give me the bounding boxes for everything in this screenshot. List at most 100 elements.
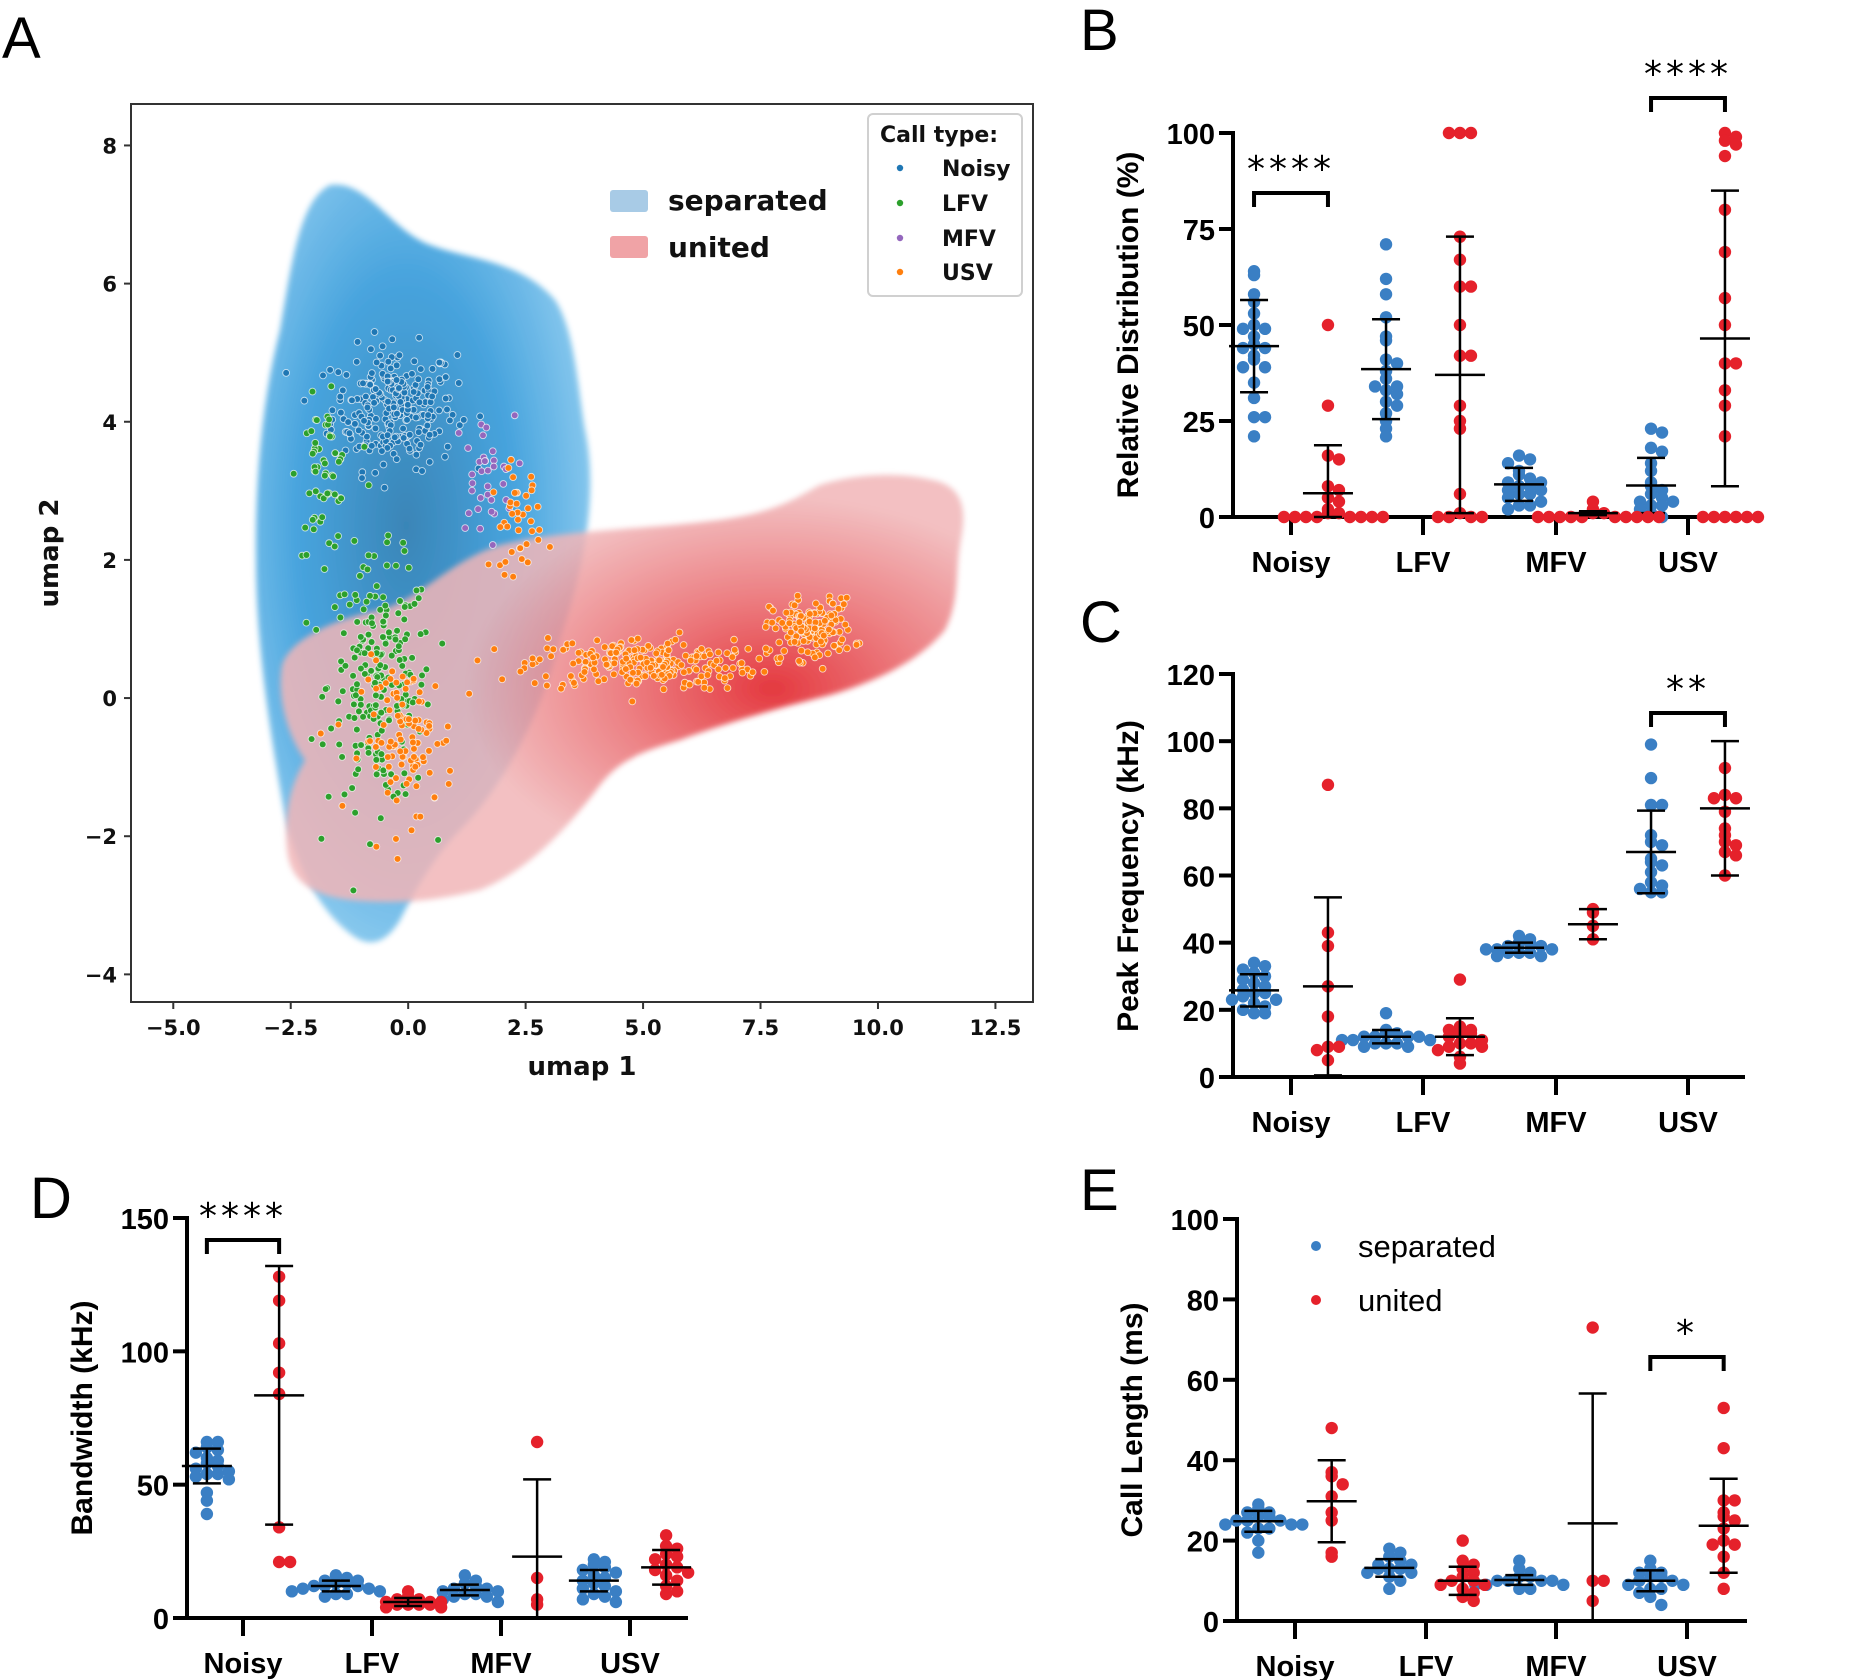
- y-tick-label: 40: [1183, 929, 1215, 961]
- scatter-point-lfv: [321, 685, 330, 693]
- scatter-point-noisy: [363, 432, 371, 441]
- scatter-point-lfv: [354, 765, 363, 774]
- scatter-point-lfv: [417, 680, 426, 689]
- y-axis-label: Call Length (ms): [1116, 1302, 1149, 1537]
- data-point-united: [1453, 126, 1467, 140]
- scatter-point-usv: [484, 560, 493, 569]
- data-point-united: [1442, 126, 1456, 140]
- scatter-point-lfv: [320, 565, 329, 573]
- scatter-point-lfv: [321, 471, 329, 480]
- scatter-point-noisy: [363, 403, 372, 412]
- y-tick-label: 0: [102, 687, 117, 711]
- scatter-point-mfv: [468, 479, 477, 488]
- scatter-point-mfv: [464, 444, 472, 452]
- scatter-point-usv: [762, 644, 770, 653]
- scatter-point-lfv: [383, 561, 391, 570]
- scatter-point-usv: [527, 472, 536, 481]
- scatter-point-usv: [659, 663, 667, 671]
- data-point-separated: [1236, 990, 1250, 1003]
- scatter-point-lfv: [324, 792, 333, 801]
- data-point-united: [1376, 510, 1390, 524]
- scatter-point-lfv: [309, 525, 318, 534]
- scatter-point-noisy: [371, 468, 380, 477]
- scatter-point-lfv: [371, 701, 380, 709]
- scatter-point-usv: [795, 657, 803, 665]
- scatter-point-usv: [473, 656, 482, 665]
- scatter-point-noisy: [441, 373, 450, 381]
- scatter-point-usv: [446, 766, 454, 775]
- scatter-point-mfv: [499, 480, 508, 488]
- scatter-point-usv: [442, 736, 451, 745]
- data-point-united: [1336, 1478, 1349, 1491]
- scatter-point-lfv: [337, 494, 345, 503]
- y-tick-label: 0: [153, 1604, 169, 1636]
- data-point-separated: [1258, 959, 1272, 973]
- scatter-point-usv: [834, 604, 843, 613]
- scatter-point-usv: [569, 659, 578, 668]
- data-point-separated: [609, 1595, 623, 1609]
- scatter-point-noisy: [367, 345, 375, 353]
- scatter-point-usv: [675, 628, 684, 637]
- scatter-point-usv: [430, 793, 439, 802]
- data-point-united: [1619, 510, 1633, 524]
- scatter-point-usv: [549, 645, 558, 654]
- data-point-separated: [1357, 1040, 1371, 1053]
- data-point-united: [1325, 1550, 1338, 1563]
- scatter-point-mfv: [487, 496, 496, 504]
- significance-bracket: [1649, 711, 1727, 727]
- x-tick-label: USV: [600, 1648, 660, 1680]
- scatter-point-usv: [546, 543, 554, 551]
- x-tick-label: LFV: [1399, 1651, 1454, 1680]
- scatter-point-noisy: [399, 424, 407, 433]
- scatter-point-noisy: [405, 444, 414, 453]
- scatter-point-usv: [680, 668, 688, 677]
- scatter-point-noisy: [388, 335, 397, 344]
- scatter-point-usv: [663, 639, 672, 648]
- data-point-united: [423, 1598, 437, 1611]
- legend-marker-usv: [896, 268, 904, 276]
- x-axis-a: −5.0 −2.5 0.0 2.5 5.0 7.5 10.0 12.5: [146, 1002, 1021, 1040]
- scatter-point-usv: [419, 753, 427, 761]
- scatter-point-noisy: [435, 358, 444, 367]
- data-point-separated: [1247, 956, 1261, 970]
- data-point-united: [530, 1435, 544, 1449]
- scatter-point-usv: [594, 677, 603, 686]
- scatter-point-usv: [819, 631, 828, 640]
- scatter-point-usv: [600, 643, 609, 651]
- scatter-point-noisy: [435, 406, 443, 415]
- data-point-separated: [200, 1441, 214, 1454]
- data-point-separated: [1247, 268, 1261, 282]
- plot-frame-a: [130, 103, 1034, 1003]
- scatter-point-noisy: [455, 421, 464, 429]
- scatter-point-lfv: [338, 753, 346, 761]
- density-legend: separated united: [610, 184, 828, 264]
- scatter-point-noisy: [412, 450, 421, 459]
- scatter-point-lfv: [352, 691, 360, 700]
- panel-letter-d: D: [30, 1166, 72, 1231]
- scatter-point-usv: [641, 672, 650, 680]
- data-point-united: [283, 1555, 297, 1569]
- scatter-point-noisy: [380, 483, 389, 492]
- significance-bracket: [1648, 1355, 1726, 1371]
- data-point-separated: [1545, 943, 1559, 956]
- scatter-point-noisy: [428, 365, 437, 373]
- data-point-separated: [1534, 495, 1548, 508]
- scatter-point-lfv: [366, 591, 374, 600]
- scatter-point-lfv: [341, 661, 350, 670]
- scatter-point-noisy: [386, 364, 395, 373]
- scatter-point-noisy: [372, 414, 380, 423]
- data-point-separated: [200, 1494, 214, 1507]
- panel-d: D 0 50 100 150 Noisy LFV MFV USV Bandwidth (kHz)…: [30, 1166, 695, 1680]
- scatter-point-usv: [547, 652, 555, 661]
- scatter-point-usv: [410, 753, 418, 761]
- scatter-point-lfv: [372, 691, 380, 700]
- scatter-point-noisy: [395, 351, 404, 360]
- scatter-point-lfv: [350, 653, 359, 662]
- scatter-point-lfv: [340, 590, 349, 599]
- scatter-point-lfv: [393, 626, 401, 635]
- x-tick-label: Noisy: [204, 1648, 283, 1680]
- data-point-united: [1597, 1574, 1610, 1588]
- data-point-separated: [1379, 1006, 1393, 1020]
- scatter-point-usv: [334, 720, 343, 729]
- scatter-point-lfv: [379, 766, 388, 775]
